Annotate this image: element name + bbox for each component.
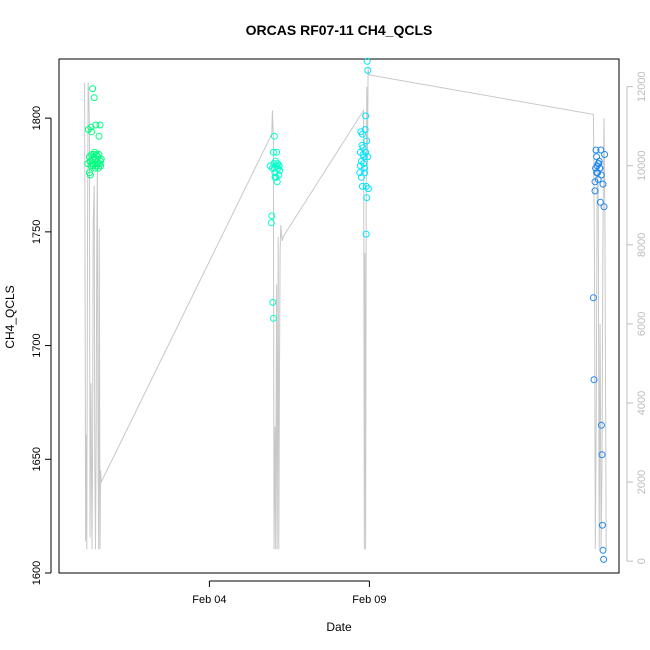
right-tick-label: 4000	[636, 391, 648, 415]
data-point	[361, 169, 369, 177]
data-point	[599, 180, 607, 188]
data-point	[363, 57, 371, 65]
right-tick-label: 10000	[636, 150, 648, 181]
left-y-axis: 1600 1650 1700 1750 1800	[31, 106, 52, 585]
data-point	[599, 546, 607, 554]
data-point	[96, 121, 104, 129]
data-points-layer	[84, 57, 609, 563]
data-point	[269, 148, 277, 156]
altitude-trace-line	[84, 66, 607, 550]
data-point	[589, 294, 597, 302]
right-tick-label: 2000	[636, 470, 648, 494]
data-point	[361, 164, 369, 172]
data-point	[596, 164, 604, 172]
data-point	[97, 155, 105, 163]
data-point	[91, 148, 99, 156]
data-point	[594, 160, 602, 168]
data-point	[269, 314, 277, 322]
left-tick-label: 1750	[31, 220, 43, 244]
data-point	[271, 173, 279, 181]
chart-title: ORCAS RF07-11 CH4_QCLS	[246, 22, 433, 38]
data-point	[600, 555, 608, 563]
data-point	[358, 182, 366, 190]
data-point	[591, 187, 599, 195]
data-point	[89, 85, 97, 93]
data-point	[364, 66, 372, 74]
data-point	[363, 194, 371, 202]
data-point	[276, 166, 284, 174]
data-point	[356, 162, 364, 170]
data-point	[592, 146, 600, 154]
data-point	[364, 153, 372, 161]
data-point	[267, 219, 275, 227]
data-point	[601, 151, 609, 158]
right-tick-label: 12000	[636, 71, 648, 102]
data-point	[364, 185, 372, 193]
data-point	[270, 132, 278, 140]
data-point	[597, 146, 605, 154]
data-point	[356, 169, 364, 177]
data-point	[268, 164, 276, 172]
data-point	[358, 130, 366, 138]
altitude-trace-layer	[84, 66, 607, 550]
data-point	[85, 169, 93, 177]
data-point	[90, 94, 98, 102]
right-y-axis: 0 2000 4000 6000 8000 10000 12000	[626, 71, 648, 564]
data-point	[600, 203, 608, 211]
x-tick-label: Feb 09	[352, 594, 386, 606]
data-point	[94, 164, 102, 172]
data-point	[590, 376, 598, 384]
data-point	[597, 171, 605, 179]
plot-frame	[58, 58, 620, 574]
x-axis: Feb 04 Feb 09	[192, 580, 387, 606]
data-point	[272, 157, 280, 165]
data-point	[275, 171, 283, 179]
data-point	[598, 521, 606, 529]
data-point	[97, 162, 105, 170]
data-point	[88, 128, 96, 136]
data-point	[92, 121, 100, 129]
data-point	[598, 451, 606, 459]
data-point	[591, 178, 599, 186]
right-tick-label: 6000	[636, 312, 648, 336]
data-point	[362, 112, 370, 120]
data-point	[357, 173, 365, 181]
right-tick-label: 8000	[636, 233, 648, 257]
data-point	[362, 182, 370, 190]
data-point	[268, 212, 276, 220]
data-point	[275, 162, 283, 170]
y-axis-label: CH4_QCLS	[3, 285, 17, 348]
left-tick-label: 1650	[31, 447, 43, 471]
data-point	[596, 198, 604, 206]
left-tick-label: 1700	[31, 333, 43, 357]
x-axis-label: Date	[326, 620, 352, 634]
left-tick-label: 1800	[31, 106, 43, 130]
data-point	[269, 298, 277, 306]
x-tick-label: Feb 04	[192, 594, 226, 606]
data-point	[363, 137, 371, 145]
left-tick-label: 1600	[31, 561, 43, 585]
data-point	[357, 157, 365, 165]
data-point	[273, 148, 281, 156]
data-point	[597, 421, 605, 429]
data-point	[362, 230, 370, 238]
data-point	[95, 132, 103, 140]
data-point	[91, 160, 99, 168]
data-point	[593, 153, 601, 161]
right-tick-label: 0	[636, 558, 648, 564]
